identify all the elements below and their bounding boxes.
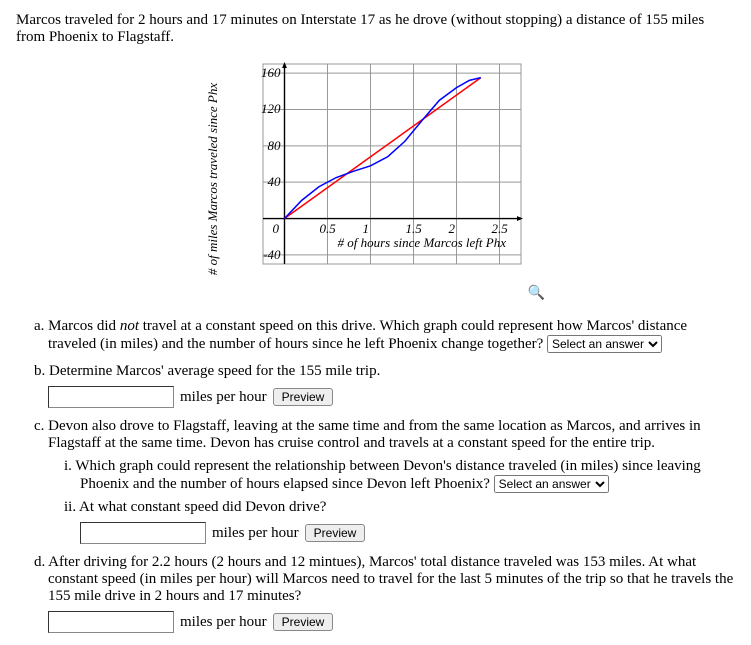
problem-intro: Marcos traveled for 2 hours and 17 minut…	[16, 12, 736, 46]
question-d: d. After driving for 2.2 hours (2 hours …	[34, 554, 736, 605]
chart-container: # of miles Marcos traveled since Phx # o…	[16, 54, 736, 304]
question-c-i: i. Which graph could represent the relat…	[64, 458, 736, 493]
qa-select[interactable]: Select an answer	[547, 335, 662, 353]
qcii-answer-input[interactable]	[80, 522, 206, 544]
qb-unit: miles per hour	[180, 389, 267, 406]
qa-not: not	[120, 318, 139, 334]
qd-input-row: miles per hour Preview	[48, 611, 736, 633]
qb-preview-button[interactable]: Preview	[273, 388, 334, 406]
qd-preview-button[interactable]: Preview	[273, 613, 334, 631]
qb-answer-input[interactable]	[48, 386, 174, 408]
qa-prefix: a. Marcos did	[34, 318, 120, 334]
qb-input-row: miles per hour Preview	[48, 386, 736, 408]
qd-unit: miles per hour	[180, 614, 267, 631]
question-b: b. Determine Marcos' average speed for t…	[34, 363, 736, 380]
x-axis-label: # of hours since Marcos left Phx	[338, 235, 507, 251]
qd-answer-input[interactable]	[48, 611, 174, 633]
qci-select[interactable]: Select an answer	[494, 475, 609, 493]
question-c-ii: ii. At what constant speed did Devon dri…	[64, 499, 736, 516]
question-a: a. Marcos did not travel at a constant s…	[34, 318, 736, 353]
distance-time-chart: # of miles Marcos traveled since Phx # o…	[221, 54, 531, 304]
qcii-unit: miles per hour	[212, 525, 299, 542]
y-axis-label: # of miles Marcos traveled since Phx	[205, 83, 221, 275]
qcii-preview-button[interactable]: Preview	[305, 524, 366, 542]
magnify-icon[interactable]: 🔍	[528, 285, 545, 302]
question-c: c. Devon also drove to Flagstaff, leavin…	[34, 418, 736, 452]
qcii-input-row: miles per hour Preview	[80, 522, 736, 544]
